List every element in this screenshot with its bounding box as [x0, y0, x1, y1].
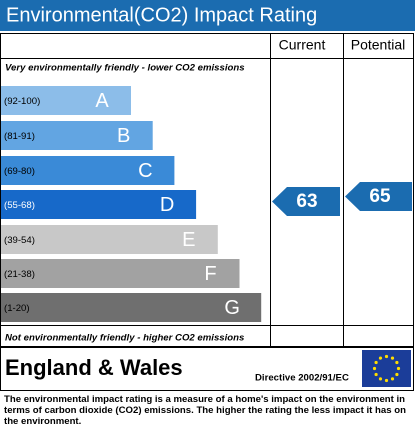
current-arrow: [272, 187, 340, 216]
eu-star: [390, 377, 395, 381]
footer-frame: [0, 347, 414, 391]
bands: (92-100) A (81-91) B (69-80) C (55-68) D (39-54)…: [1, 86, 262, 322]
band-range: (81-91): [4, 131, 35, 142]
band-bar: [1, 156, 175, 185]
rating-chart: Environmental(CO2) Impact Rating Current…: [0, 0, 415, 391]
band-bar: [1, 86, 131, 115]
table-frame: [0, 33, 414, 347]
band-letter: F: [204, 263, 216, 285]
title-bar: [0, 0, 415, 31]
band-letter: G: [224, 297, 240, 319]
eu-star: [378, 377, 383, 381]
eu-star: [390, 356, 395, 360]
bottom-note: Not environmentally friendly - higher CO…: [5, 333, 244, 344]
description: The environmental impact rating is a mea…: [4, 394, 406, 427]
band-letter: B: [117, 125, 130, 147]
band-bar: [1, 121, 153, 150]
eu-star: [384, 378, 389, 383]
band-bar: [1, 293, 262, 322]
eu-star: [372, 366, 377, 371]
band-letter: D: [160, 194, 174, 216]
eu-star: [395, 372, 399, 377]
potential-header: Potential: [351, 37, 405, 53]
eu-star: [384, 354, 389, 359]
eu-star: [396, 366, 401, 371]
band-bar: [1, 190, 197, 219]
band-range: (1-20): [4, 303, 30, 314]
band-letter: A: [95, 90, 109, 112]
band-range: (39-54): [4, 235, 35, 246]
current-rating: 63: [296, 191, 317, 212]
band-range: (92-100): [4, 96, 40, 107]
band-letter: C: [138, 160, 152, 182]
top-note: Very environmentally friendly - lower CO…: [5, 63, 245, 74]
directive: Directive 2002/91/EC: [255, 373, 349, 384]
region: England & Wales: [5, 355, 183, 380]
eu-star: [395, 360, 399, 365]
eu-star: [374, 360, 378, 365]
potential-arrow: [345, 182, 412, 211]
current-header: Current: [279, 37, 326, 53]
title: Environmental(CO2) Impact Rating: [6, 4, 317, 26]
eu-star: [374, 372, 378, 377]
band-bar: [1, 225, 218, 254]
band-letter: E: [182, 229, 195, 251]
eu-star: [378, 356, 383, 360]
eu-stars: [372, 354, 401, 383]
band-bar: [1, 259, 240, 288]
potential-rating: 65: [369, 186, 391, 207]
band-range: (21-38): [4, 269, 35, 280]
band-range: (55-68): [4, 200, 35, 211]
band-range: (69-80): [4, 166, 35, 177]
